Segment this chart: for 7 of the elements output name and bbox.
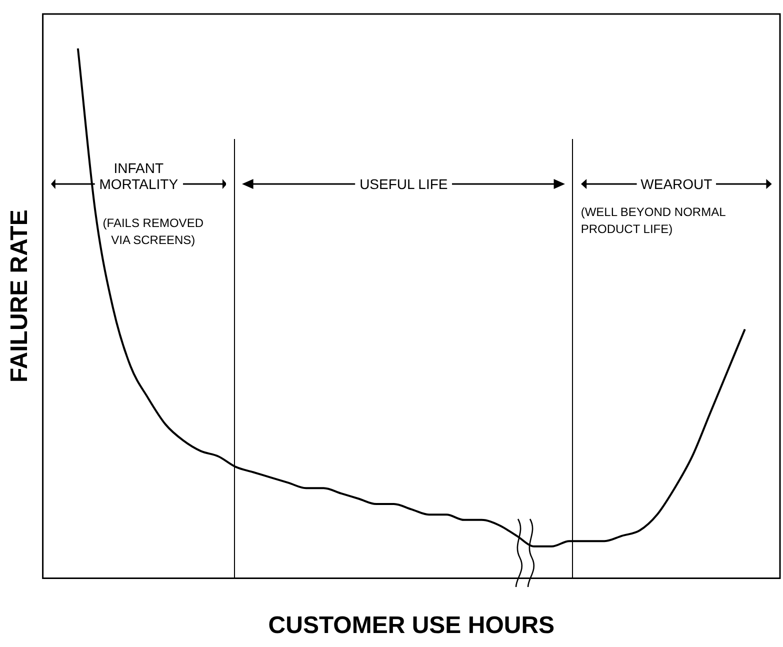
annotation: USEFUL LIFE — [358, 176, 449, 192]
x-axis-title: CUSTOMER USE HOURS — [268, 612, 555, 640]
annotation: INFANT MORTALITY — [98, 160, 180, 192]
annotation: WEAROUT — [640, 176, 714, 192]
annotation: (WELL BEYOND NORMAL PRODUCT LIFE) — [580, 204, 726, 238]
y-axis-title: FAILURE RATE — [6, 210, 34, 383]
annotation: (FAILS REMOVED VIA SCREENS) — [102, 215, 204, 249]
